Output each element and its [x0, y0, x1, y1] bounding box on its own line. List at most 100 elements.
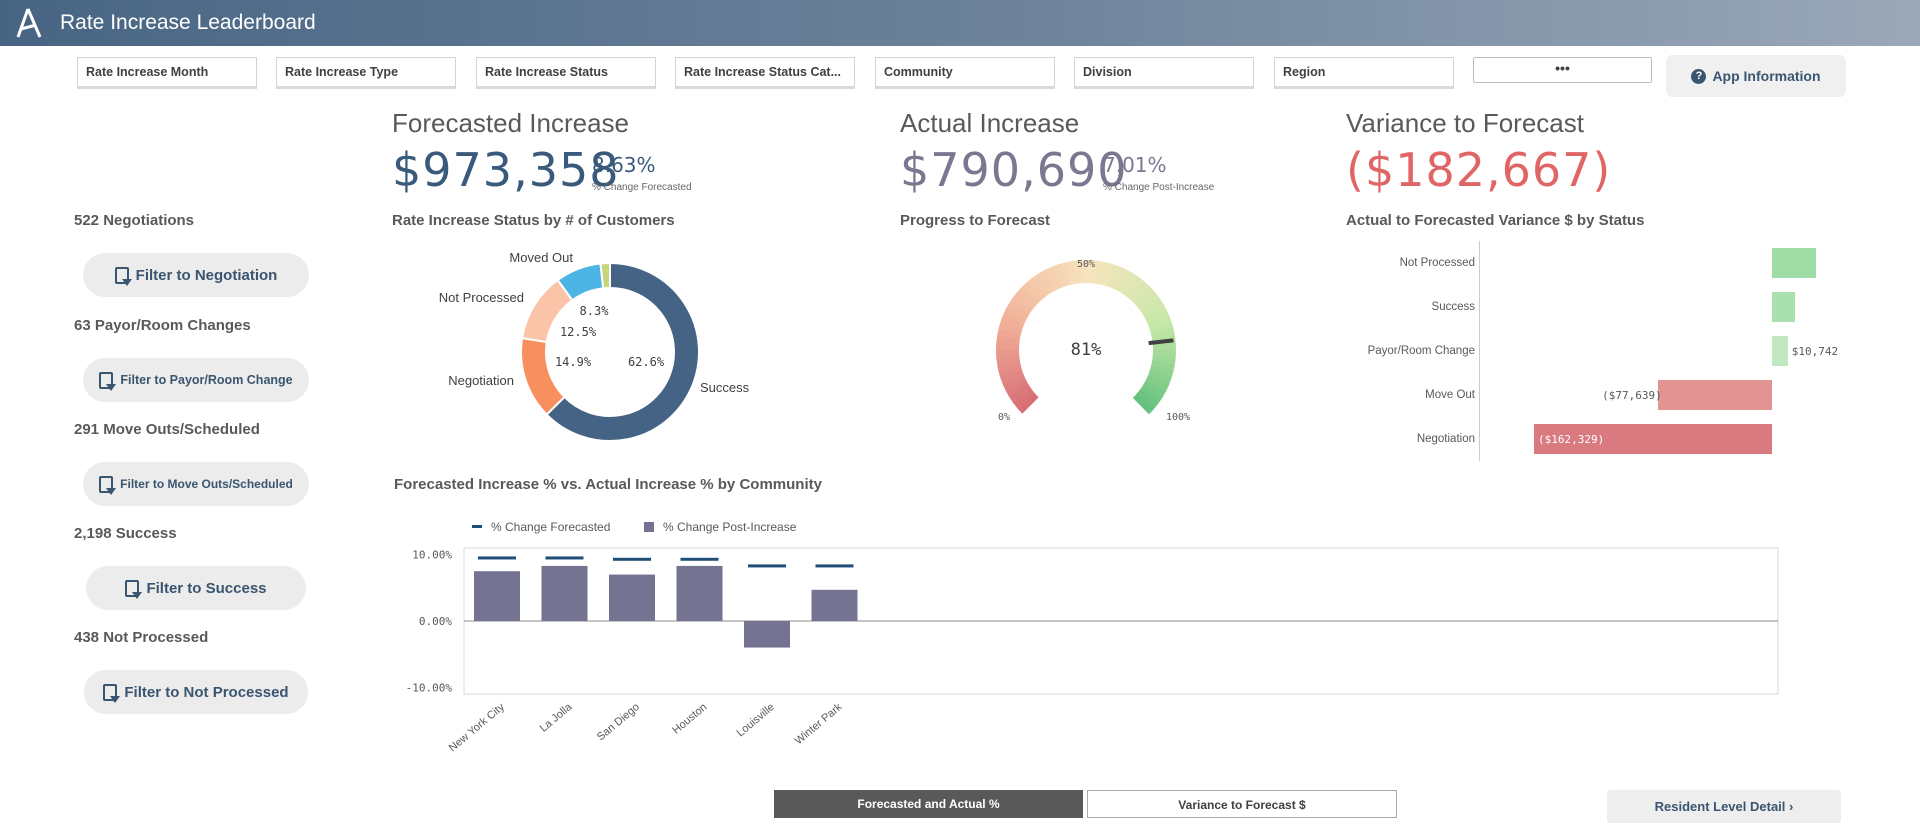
- gauge-arc-segment: [1016, 392, 1039, 414]
- donut-segment[interactable]: [599, 261, 611, 290]
- gauge-arc-segment: [1008, 384, 1032, 403]
- filter-icon: [99, 475, 117, 495]
- legend-label: % Change Forecasted: [491, 520, 610, 534]
- actual-increase-value: $790,690: [900, 143, 1128, 197]
- gauge-mid-label: 50%: [1077, 259, 1095, 270]
- community-bar[interactable]: [676, 565, 723, 621]
- filter-button[interactable]: Filter to Move Outs/Scheduled: [83, 462, 309, 506]
- gauge-arc-segment: [1152, 342, 1176, 351]
- variance-category-label: Move Out: [1425, 389, 1475, 401]
- gauge-arc-segment: [1125, 277, 1146, 300]
- donut-segment[interactable]: [545, 261, 700, 442]
- donut-category-label: Not Processed: [439, 290, 524, 305]
- donut-pct-label: 8.3%: [580, 304, 610, 318]
- actual-increase-label: Actual Increase: [900, 108, 1080, 138]
- forecasted-increase-pct: 8.63%: [592, 153, 656, 177]
- gauge-arc-segment: [1101, 262, 1115, 287]
- gauge-arc-segment: [1143, 302, 1167, 321]
- gauge-arc-segment: [1147, 315, 1172, 330]
- filter-icon: [125, 579, 143, 599]
- gauge-arc-segment: [998, 321, 1023, 335]
- community-bar[interactable]: [744, 621, 790, 648]
- actual-increase-sub: % Change Post-Increase: [1103, 182, 1215, 193]
- gauge-min-label: 0%: [998, 412, 1010, 423]
- filter-button-label: Filter to Payor/Room Change: [120, 373, 293, 387]
- gauge-arc-segment: [997, 328, 1022, 340]
- forecast-marker[interactable]: [680, 557, 719, 561]
- community-bar[interactable]: [811, 589, 858, 621]
- variance-value-label: ($162,329): [1538, 433, 1605, 446]
- sidebar-count-label: 438 Not Processed: [74, 629, 209, 646]
- progress-gauge: 81% 50% 0% 100%: [996, 259, 1190, 423]
- variance-bar[interactable]: [1658, 380, 1772, 410]
- gauge-title: Progress to Forecast: [900, 212, 1051, 229]
- variance-forecast-value: ($182,667): [1346, 143, 1612, 197]
- more-filters-button[interactable]: •••: [1473, 57, 1652, 83]
- variance-bar[interactable]: [1772, 336, 1788, 366]
- gauge-arc-segment: [1129, 281, 1151, 304]
- filter-button[interactable]: Filter to Negotiation: [83, 253, 309, 297]
- y-tick-label: -10.00%: [406, 681, 453, 694]
- tab-variance-forecast[interactable]: Variance to Forecast $: [1087, 790, 1397, 818]
- filter-dropdown[interactable]: Rate Increase Status Cat...: [675, 57, 855, 89]
- donut-pct-label: 12.5%: [560, 325, 597, 339]
- forecast-marker[interactable]: [815, 564, 854, 568]
- forecasted-increase-label: Forecasted Increase: [392, 108, 630, 138]
- gauge-arc-segment: [1145, 309, 1170, 326]
- gauge-arc-segment: [1022, 280, 1044, 303]
- variance-category-label: Negotiation: [1416, 433, 1475, 445]
- sidebar-count-label: 291 Move Outs/Scheduled: [74, 421, 260, 438]
- community-bar[interactable]: [474, 571, 520, 621]
- filter-icon: [99, 371, 117, 391]
- filter-dropdown[interactable]: Rate Increase Status: [476, 57, 656, 89]
- app-information-button[interactable]: ? App Information: [1666, 55, 1846, 97]
- variance-axis: [1479, 241, 1480, 461]
- filter-dropdown[interactable]: Division: [1074, 57, 1254, 89]
- gauge-arc-segment: [1121, 273, 1140, 297]
- x-tick-label: Houston: [670, 701, 709, 737]
- community-bar[interactable]: [541, 565, 588, 621]
- variance-category-label: Payor/Room Change: [1367, 345, 1475, 357]
- filter-button-label: Filter to Success: [146, 579, 267, 597]
- resident-level-detail-button[interactable]: Resident Level Detail ›: [1607, 790, 1841, 823]
- sidebar-count-label: 2,198 Success: [74, 525, 177, 542]
- status-donut-chart: 62.6% Success 14.9% Negotiation 12.5% Not Pro…: [439, 250, 750, 442]
- x-tick-label: San Diego: [595, 701, 642, 743]
- community-bar[interactable]: [609, 574, 655, 621]
- legend-swatch: [472, 525, 482, 528]
- gauge-arc-segment: [1033, 272, 1052, 296]
- forecast-marker[interactable]: [748, 564, 786, 568]
- filter-dropdown[interactable]: Rate Increase Month: [77, 57, 257, 89]
- legend-swatch: [644, 522, 654, 532]
- filter-dropdown[interactable]: Region: [1274, 57, 1454, 89]
- y-tick-label: 0.00%: [419, 615, 452, 628]
- forecast-marker[interactable]: [545, 556, 584, 560]
- variance-bar[interactable]: [1772, 248, 1816, 278]
- gauge-arc-segment: [1147, 370, 1172, 386]
- gauge-arc-segment: [1145, 375, 1170, 392]
- forecast-marker[interactable]: [478, 556, 516, 560]
- gauge-arc-segment: [1009, 296, 1033, 315]
- gauge-arc-segment: [1136, 389, 1159, 410]
- filter-button[interactable]: Filter to Not Processed: [84, 670, 308, 714]
- variance-value-label: $10,742: [1791, 345, 1839, 358]
- gauge-arc-segment: [1116, 269, 1134, 294]
- variance-bar[interactable]: [1534, 424, 1772, 454]
- tab-forecasted-actual[interactable]: Forecasted and Actual %: [774, 790, 1083, 818]
- gauge-arc-segment: [1106, 264, 1122, 289]
- gauge-arc-segment: [1051, 264, 1066, 289]
- donut-category-label: Moved Out: [509, 250, 573, 265]
- variance-value-label: ($77,639): [1602, 389, 1662, 402]
- gauge-arc-segment: [998, 364, 1023, 378]
- variance-forecast-label: Variance to Forecast: [1346, 108, 1584, 138]
- resident-level-detail-label: Resident Level Detail: [1654, 799, 1786, 814]
- filter-button[interactable]: Filter to Success: [86, 566, 306, 610]
- filter-dropdown[interactable]: Rate Increase Type: [276, 57, 456, 89]
- variance-bar[interactable]: [1772, 292, 1796, 322]
- sidebar-count-label: 63 Payor/Room Changes: [74, 317, 251, 334]
- filter-button[interactable]: Filter to Payor/Room Change: [83, 358, 309, 402]
- filter-dropdown[interactable]: Community: [875, 57, 1055, 89]
- donut-segment[interactable]: [520, 336, 566, 416]
- gauge-arc-segment: [1012, 388, 1036, 409]
- forecast-marker[interactable]: [613, 557, 651, 561]
